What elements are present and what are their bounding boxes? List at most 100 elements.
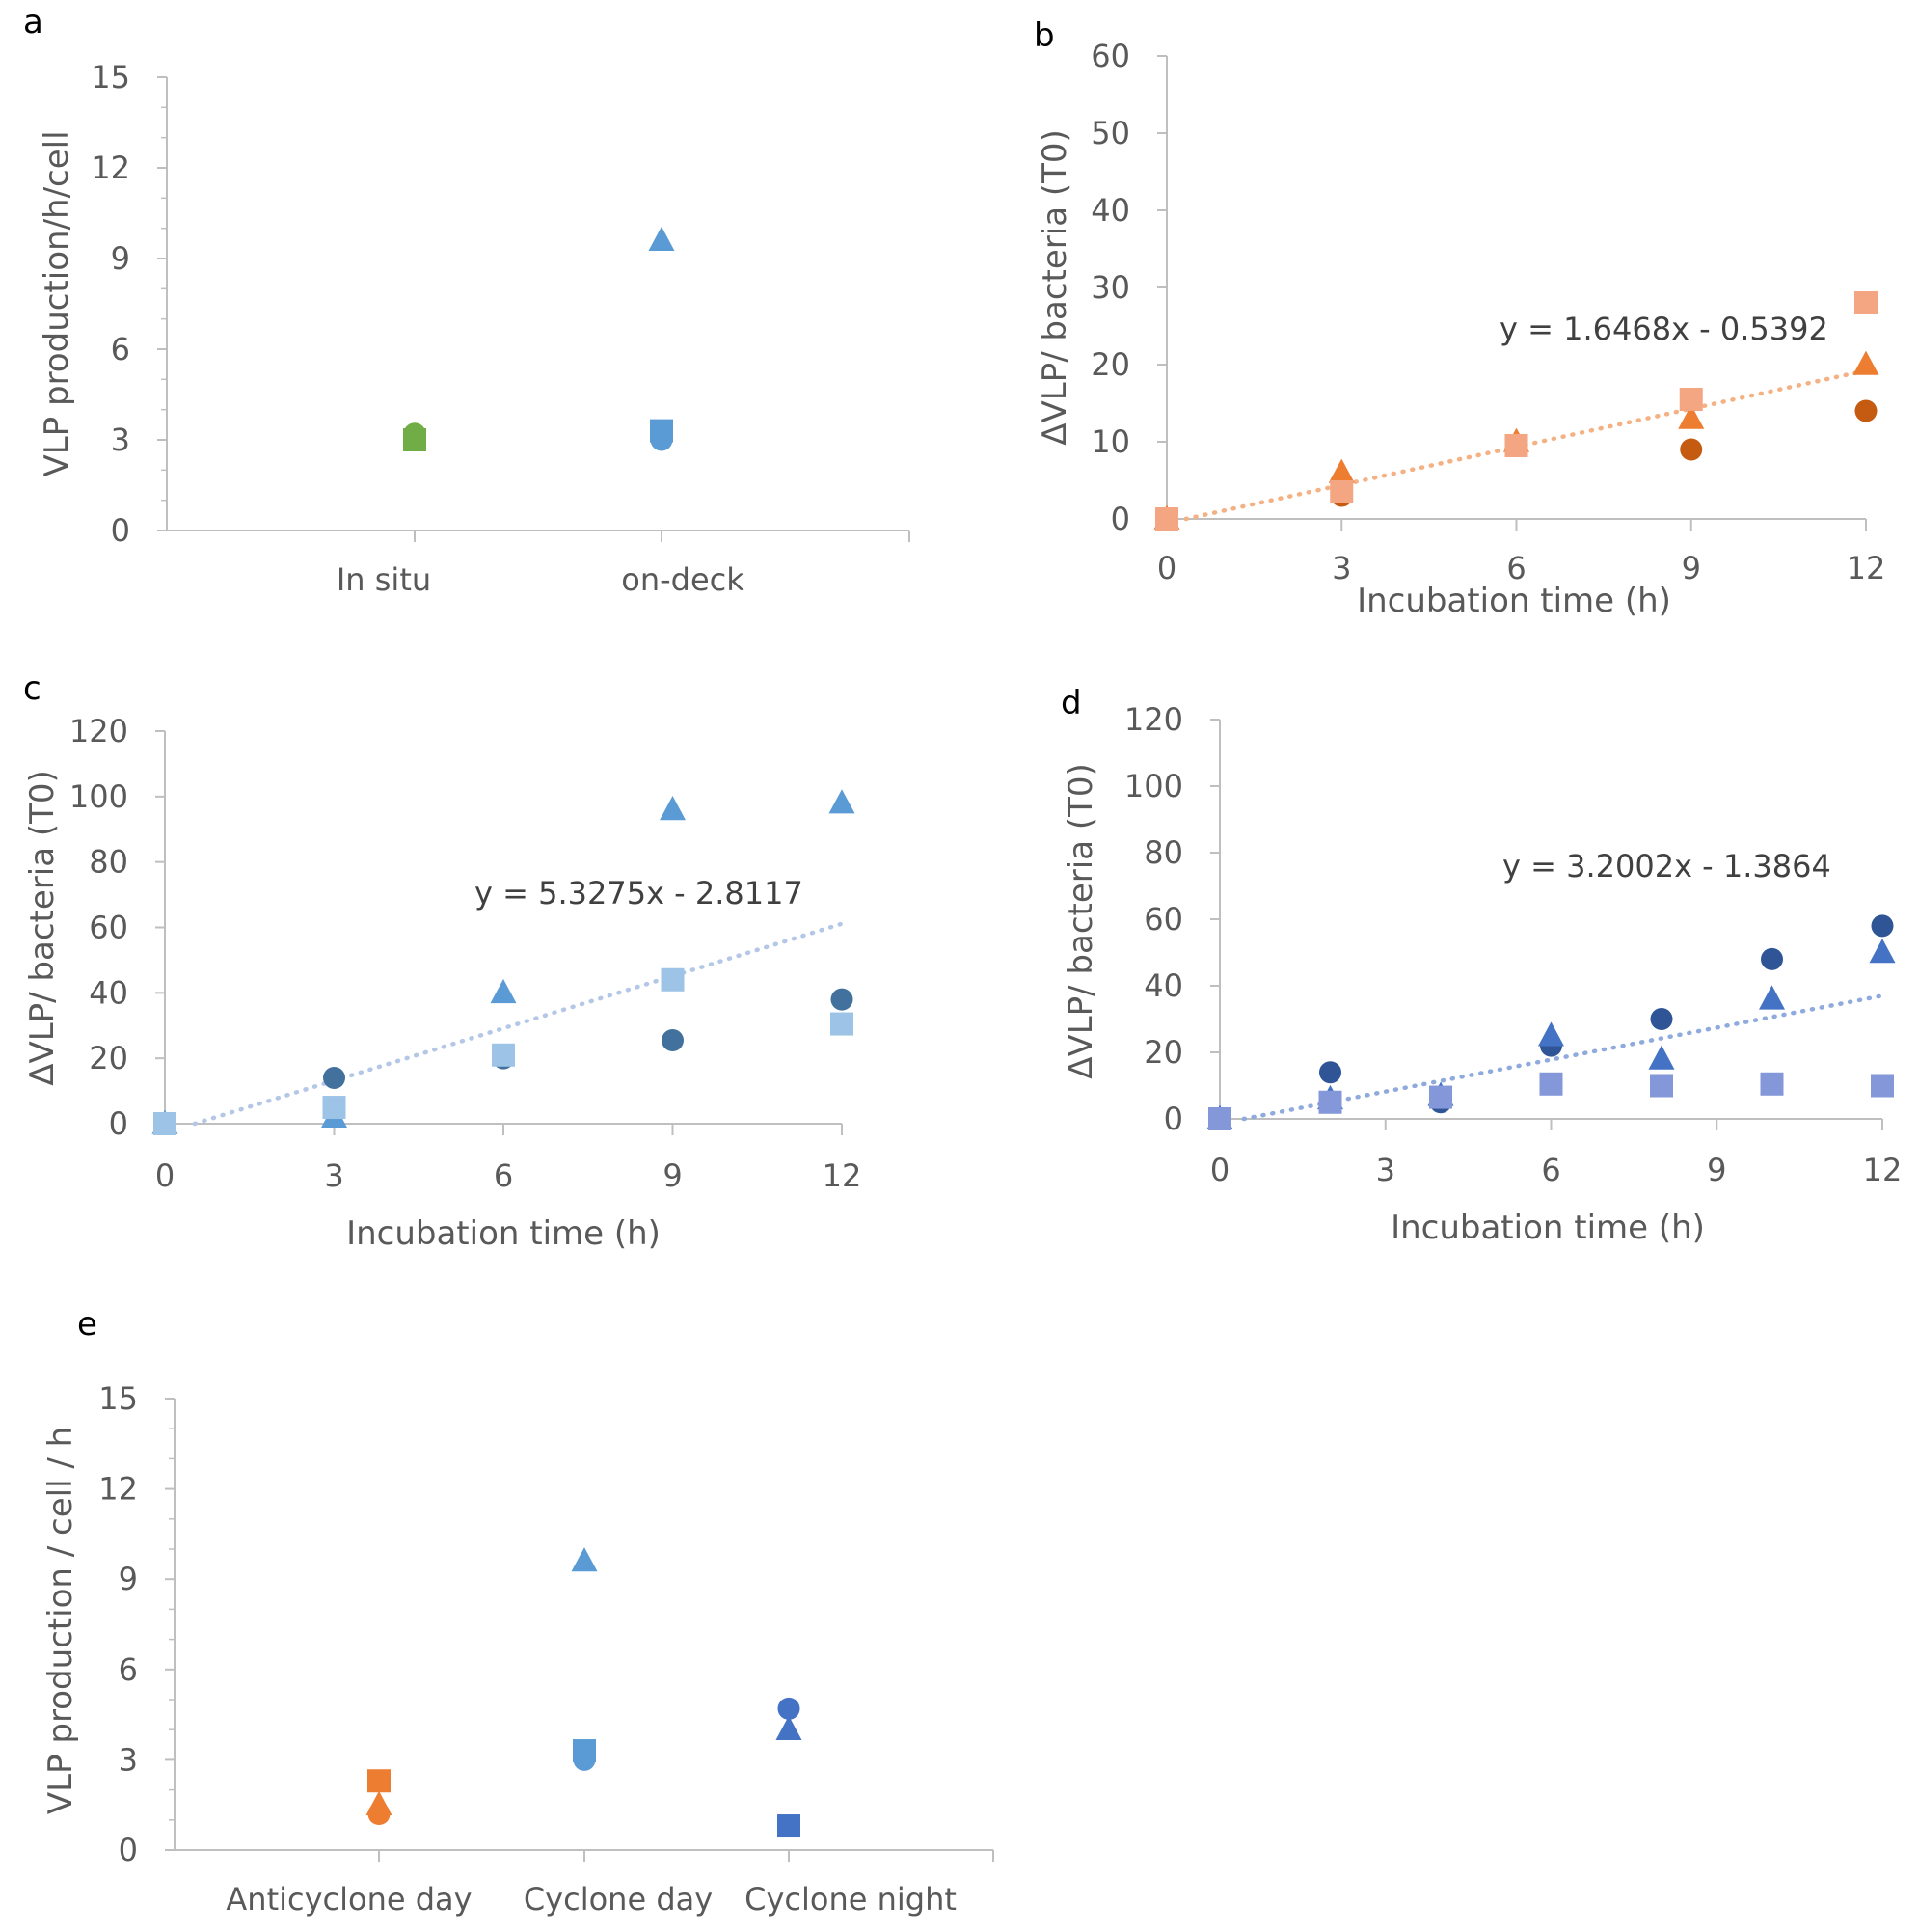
panel-d-point-square (1650, 1074, 1673, 1098)
panel-e-ytick-4: 12 (98, 1471, 138, 1508)
panel-c-xtick-1: 3 (324, 1157, 343, 1194)
panel-e-ytick-0: 0 (119, 1832, 138, 1868)
panel-c-ytick-0: 0 (109, 1105, 128, 1142)
panel-b-xtick-3: 9 (1682, 550, 1701, 586)
panel-d: d ΔVLP/ bacteria (T0) Incubation time (h… (1061, 684, 1902, 1247)
panel-c-point-square (661, 967, 685, 992)
panel-c-trendline-line (192, 921, 845, 1127)
panel-e-point-circle (777, 1697, 800, 1720)
panel-e-point-square (777, 1814, 800, 1838)
panel-c-x-axis-title: Incubation time (h) (346, 1214, 661, 1253)
panel-e-ytick-2: 6 (119, 1651, 138, 1688)
panel-c-point-circle (662, 1029, 684, 1052)
panel-b-y-axis-title: ΔVLP/ bacteria (T0) (1036, 129, 1074, 446)
panel-b-point-triangle (1328, 458, 1355, 483)
panel-a-axes (157, 76, 910, 542)
panel-c-point-circle (830, 988, 853, 1011)
panel-c-trendline-equation: y = 5.3275x - 2.8117 (474, 875, 803, 912)
panel-b-point-square (1504, 434, 1528, 457)
panel-e-y-axis-title: VLP production / cell / h (41, 1427, 80, 1814)
panel-d-y-axis-title: ΔVLP/ bacteria (T0) (1062, 763, 1100, 1079)
panel-c-marks (151, 789, 855, 1135)
panel-e-y-tick-labels: 0 3 6 9 12 15 (98, 1380, 138, 1868)
panel-d-marks (1206, 914, 1896, 1130)
panel-c-xtick-0: 0 (155, 1157, 175, 1194)
panel-e-letter: e (77, 1305, 97, 1344)
panel-a-x-tick-labels: In situ on-deck (337, 561, 744, 598)
panel-d-trendline (1241, 993, 1885, 1122)
panel-a-y-tick-labels: 0 3 6 9 12 15 (91, 59, 130, 549)
panel-c-point-square (322, 1096, 346, 1120)
panel-d-y-tick-labels: 0 20 40 60 80 100 120 (1124, 701, 1183, 1137)
panel-e-xcat-1: Cyclone day (524, 1881, 713, 1918)
panel-b-point-square (1330, 480, 1354, 503)
panel-e-marks (365, 1547, 802, 1838)
panel-b-ytick-4: 40 (1091, 192, 1130, 229)
panel-d-point-circle (1650, 1008, 1673, 1030)
panel-c-xtick-3: 9 (662, 1157, 682, 1194)
panel-b-ytick-2: 20 (1091, 346, 1130, 383)
panel-c-trendline (192, 921, 845, 1127)
panel-c-x-tick-labels: 0 3 6 9 12 (155, 1157, 862, 1194)
panel-d-point-square (1871, 1074, 1894, 1098)
panel-e-x-tick-labels: Anticyclone day Cyclone day Cyclone nigh… (226, 1881, 957, 1918)
panel-c-ytick-2: 40 (89, 974, 128, 1011)
panel-c-point-triangle (828, 789, 855, 814)
panel-d-point-square (1318, 1090, 1342, 1114)
panel-d-trendline-line (1241, 993, 1885, 1122)
panel-b-marks (1153, 291, 1879, 531)
panel-e-point-triangle (571, 1547, 598, 1572)
panel-d-ytick-5: 100 (1124, 768, 1183, 804)
panel-e-point-triangle (775, 1715, 802, 1740)
panel-d-xtick-4: 12 (1863, 1152, 1903, 1188)
panel-d-ytick-1: 20 (1144, 1034, 1183, 1071)
panel-a: a VLP production/h/cell 0 3 6 9 12 15 In… (23, 3, 910, 598)
panel-d-ytick-2: 40 (1144, 967, 1183, 1004)
panel-c-ytick-1: 20 (89, 1040, 128, 1076)
panel-a-ytick-5: 15 (91, 59, 130, 95)
panel-a-marks (403, 226, 675, 451)
panel-c-point-square (830, 1012, 853, 1036)
panel-b-ytick-6: 60 (1091, 38, 1130, 74)
panel-d-xtick-2: 6 (1541, 1152, 1560, 1188)
panel-d-ytick-0: 0 (1164, 1101, 1183, 1137)
panel-b-x-tick-labels: 0 3 6 9 12 (1157, 550, 1886, 586)
panel-d-point-circle (1761, 947, 1783, 970)
panel-d-xtick-3: 9 (1707, 1152, 1726, 1188)
panel-d-x-tick-labels: 0 3 6 9 12 (1210, 1152, 1903, 1188)
panel-d-point-triangle (1538, 1021, 1564, 1047)
panel-b-point-circle (1854, 399, 1878, 422)
panel-c-xtick-2: 6 (494, 1157, 513, 1194)
panel-d-ytick-4: 80 (1144, 834, 1183, 871)
panel-c-ytick-5: 100 (69, 778, 128, 815)
panel-d-x-axis-title: Incubation time (h) (1391, 1209, 1705, 1247)
panel-d-letter: d (1061, 684, 1082, 722)
panel-b-xtick-0: 0 (1157, 550, 1176, 586)
panel-e-point-square (367, 1769, 391, 1793)
panel-a-ytick-3: 9 (111, 240, 130, 277)
panel-c: c ΔVLP/ bacteria (T0) Incubation time (h… (23, 669, 861, 1253)
panel-d-xtick-0: 0 (1210, 1152, 1230, 1188)
panel-b-xtick-4: 12 (1847, 550, 1886, 586)
panel-b-point-square (1854, 291, 1878, 314)
panel-b-point-square (1679, 388, 1703, 411)
panel-c-ytick-4: 80 (89, 844, 128, 881)
panel-e-xcat-2: Cyclone night (744, 1881, 957, 1918)
panel-e: e VLP production / cell / h 0 3 6 9 12 1… (41, 1305, 994, 1918)
panel-a-ytick-2: 6 (111, 331, 130, 367)
panel-b-point-triangle (1852, 350, 1879, 375)
panel-d-ytick-6: 120 (1124, 701, 1183, 738)
panel-a-xcat-0: In situ (337, 561, 431, 598)
panel-a-ytick-0: 0 (111, 512, 130, 549)
panel-b-trendline-equation: y = 1.6468x - 0.5392 (1500, 311, 1828, 347)
panel-c-axes (155, 730, 843, 1135)
panel-d-point-square (1760, 1072, 1784, 1096)
panel-c-point-circle (323, 1067, 345, 1090)
panel-e-ytick-5: 15 (98, 1380, 138, 1417)
panel-c-letter: c (23, 669, 41, 708)
panel-a-point-square (650, 419, 673, 443)
panel-b-point-circle (1680, 438, 1703, 461)
panel-d-point-square (1208, 1107, 1231, 1130)
panel-d-point-triangle (1648, 1045, 1675, 1070)
